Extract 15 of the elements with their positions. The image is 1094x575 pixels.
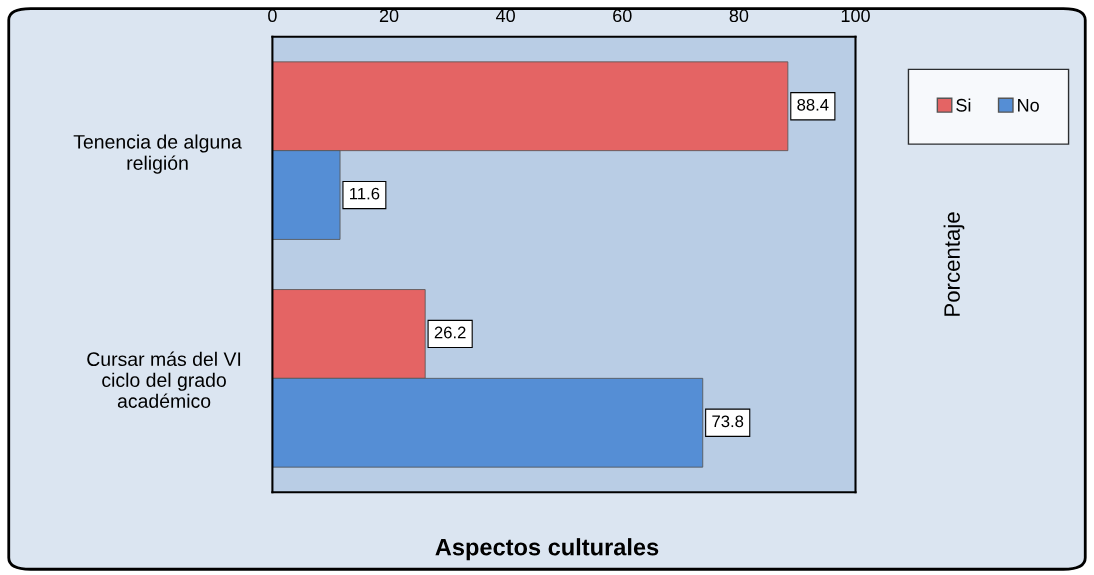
y-tick-label: Tenencia de alguna religión <box>73 134 242 174</box>
data-label: 88.4 <box>797 98 829 111</box>
y-axis-title: Porcentaje <box>943 212 965 316</box>
data-label: 26.2 <box>434 326 466 339</box>
x-tick-label: 0 <box>268 9 277 23</box>
legend-label: Si <box>956 98 971 112</box>
x-tick-label: 100 <box>841 9 870 23</box>
x-tick-label: 40 <box>496 9 515 23</box>
data-label: 11.6 <box>350 187 380 200</box>
legend-label: No <box>1018 99 1039 112</box>
x-tick-label: 60 <box>613 9 632 23</box>
y-tick-label: Cursar más del VI ciclo del grado académico <box>87 351 241 408</box>
x-axis-title: Aspectos culturales <box>435 538 659 561</box>
data-label: 73.8 <box>712 415 744 428</box>
x-tick-label: 20 <box>379 9 399 23</box>
